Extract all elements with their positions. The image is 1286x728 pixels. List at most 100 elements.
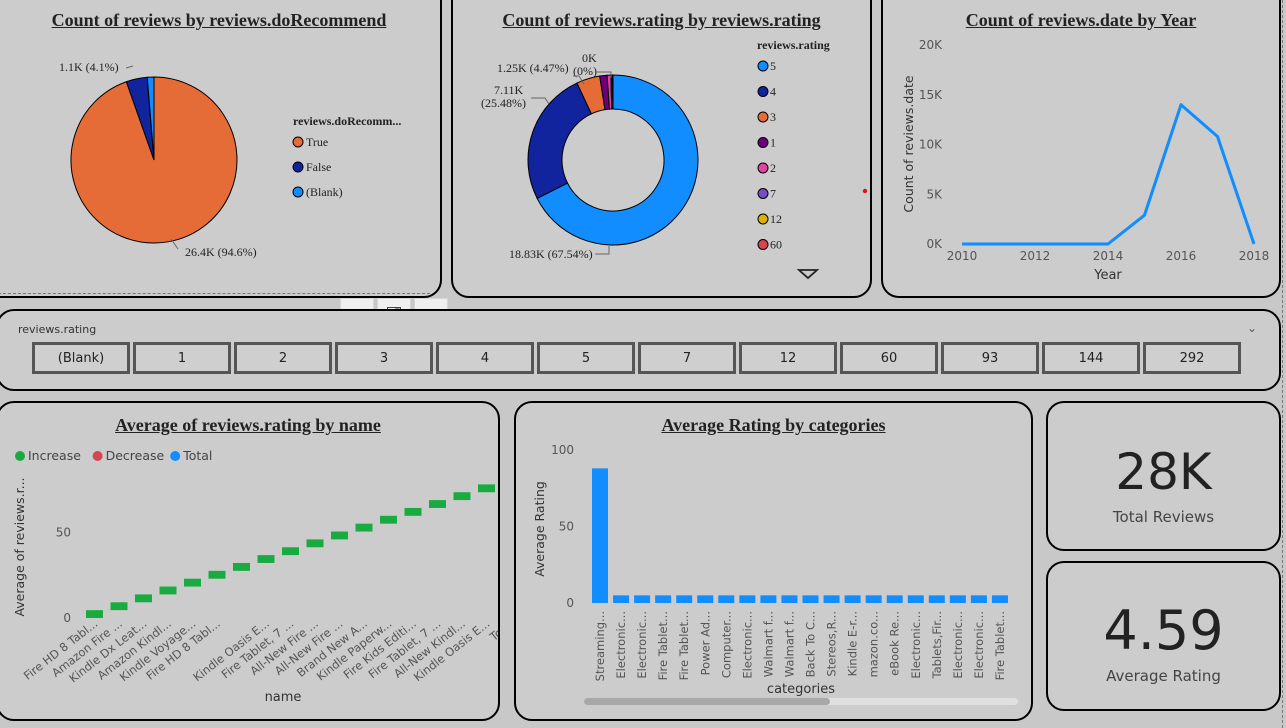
category-bar[interactable] bbox=[970, 595, 987, 603]
red-dot bbox=[862, 188, 868, 194]
waterfall-chart-title: Average of reviews.rating by name bbox=[115, 415, 381, 435]
donut-legend-item[interactable]: 12 bbox=[770, 212, 782, 226]
category-bar[interactable] bbox=[739, 595, 756, 603]
slicer-item[interactable]: (Blank) bbox=[32, 342, 130, 374]
category-bar[interactable] bbox=[907, 595, 924, 603]
horizontal-scrollbar-thumb[interactable] bbox=[584, 698, 830, 705]
donut-slice-5[interactable] bbox=[536, 74, 699, 246]
waterfall-bar[interactable] bbox=[135, 594, 152, 603]
category-bar[interactable] bbox=[718, 595, 735, 603]
waterfall-bar[interactable] bbox=[380, 515, 397, 524]
x-tick-label: Stereos,R... bbox=[825, 611, 839, 677]
waterfall-bar[interactable] bbox=[159, 586, 177, 595]
category-x-ticks: Streaming... Electronic... Electronic... Fi… bbox=[593, 611, 1007, 681]
slicer-title: reviews.rating bbox=[18, 323, 97, 336]
waterfall-bar[interactable] bbox=[355, 523, 373, 532]
category-bar[interactable] bbox=[886, 595, 903, 603]
donut-legend-item[interactable]: 5 bbox=[770, 59, 776, 73]
category-bar[interactable] bbox=[949, 595, 966, 603]
waterfall-bar[interactable] bbox=[86, 610, 103, 618]
legend-marker bbox=[757, 162, 769, 174]
waterfall-bar[interactable] bbox=[282, 547, 299, 556]
slicer-item[interactable]: 7 bbox=[638, 342, 736, 374]
category-bar[interactable] bbox=[697, 595, 714, 603]
category-bar[interactable] bbox=[655, 595, 672, 603]
category-x-axis-label: categories bbox=[767, 682, 835, 697]
category-bar[interactable] bbox=[865, 595, 882, 603]
waterfall-bar[interactable] bbox=[110, 602, 128, 611]
waterfall-bar[interactable] bbox=[478, 484, 495, 493]
slicer-item[interactable]: 144 bbox=[1042, 342, 1140, 374]
y-tick-label: 50 bbox=[559, 520, 574, 534]
donut-legend-item[interactable]: 4 bbox=[770, 85, 776, 99]
waterfall-bar[interactable] bbox=[306, 539, 324, 548]
line-series bbox=[962, 103, 1256, 246]
average-rating-value: 4.59 bbox=[1103, 599, 1224, 662]
category-bar[interactable] bbox=[928, 595, 945, 603]
x-tick-label: Walmart f... bbox=[782, 611, 796, 677]
waterfall-legend-item[interactable]: Total bbox=[182, 448, 212, 463]
donut-legend-item[interactable]: 60 bbox=[770, 238, 782, 252]
category-bar[interactable] bbox=[823, 595, 840, 603]
slicer-item[interactable]: 5 bbox=[537, 342, 635, 374]
waterfall-bar[interactable] bbox=[331, 531, 348, 540]
category-bar[interactable] bbox=[634, 595, 651, 603]
waterfall-legend-item[interactable]: Increase bbox=[28, 448, 81, 463]
donut-chart-card[interactable]: Count of reviews.rating by reviews.ratin… bbox=[451, 0, 872, 298]
waterfall-bar[interactable] bbox=[453, 492, 471, 501]
waterfall-bar[interactable] bbox=[184, 578, 201, 587]
waterfall-bar[interactable] bbox=[208, 570, 226, 579]
waterfall-chart-card[interactable]: Average of reviews.rating by name Increa… bbox=[0, 401, 500, 721]
category-bar[interactable] bbox=[676, 595, 693, 603]
x-tick-label: Tablets,Fir... bbox=[930, 611, 944, 680]
x-tick-label: Kindle E-r... bbox=[846, 611, 860, 676]
line-x-ticks: 2010 2012 2014 2016 2018 bbox=[947, 249, 1270, 263]
donut-legend-item[interactable]: 7 bbox=[770, 187, 776, 201]
category-bar[interactable] bbox=[613, 595, 630, 603]
donut-legend-item[interactable]: 1 bbox=[770, 136, 776, 150]
slicer-item[interactable]: 292 bbox=[1143, 342, 1241, 374]
waterfall-bar[interactable] bbox=[404, 507, 422, 516]
waterfall-y-axis-label: Average of reviews.r... bbox=[12, 477, 27, 616]
pie-legend-item[interactable]: (Blank) bbox=[306, 185, 343, 199]
slicer-item[interactable]: 93 bbox=[941, 342, 1039, 374]
donut-legend-item[interactable]: 2 bbox=[770, 161, 776, 175]
slicer-item[interactable]: 4 bbox=[436, 342, 534, 374]
waterfall-bar[interactable] bbox=[233, 562, 250, 571]
waterfall-bar[interactable] bbox=[257, 555, 275, 563]
legend-scroll-down-icon[interactable] bbox=[796, 269, 820, 280]
line-chart-card[interactable]: Count of reviews.date by Year Count of r… bbox=[881, 0, 1281, 298]
pie-legend-item[interactable]: True bbox=[306, 135, 328, 149]
donut-legend-item[interactable]: 3 bbox=[770, 110, 776, 124]
category-bar[interactable] bbox=[781, 595, 798, 603]
donut-legend-title: reviews.rating bbox=[757, 38, 830, 52]
average-rating-label: Average Rating bbox=[1106, 667, 1221, 685]
rating-slicer[interactable]: reviews.rating ⌄ (Blank) 1 2 3 4 5 7 12 60 93 144 2… bbox=[0, 309, 1281, 391]
category-bar[interactable] bbox=[592, 468, 608, 603]
category-bar[interactable] bbox=[844, 595, 861, 603]
total-reviews-value: 28K bbox=[1115, 443, 1212, 501]
slicer-item[interactable]: 1 bbox=[133, 342, 231, 374]
pie-chart-card[interactable]: Count of reviews by reviews.doRecommend … bbox=[0, 0, 442, 298]
waterfall-legend-item[interactable]: Decrease bbox=[106, 448, 165, 463]
pie-legend-item[interactable]: False bbox=[306, 160, 331, 174]
line-chart-svg: Count of reviews.date Year 0K 5K 10K 15K 20K… bbox=[901, 38, 1270, 283]
category-bar[interactable] bbox=[802, 595, 819, 603]
category-bar[interactable] bbox=[991, 595, 1008, 603]
x-tick-label: Electronic... bbox=[635, 611, 649, 679]
chevron-down-icon[interactable]: ⌄ bbox=[1246, 321, 1257, 335]
donut-slice-60[interactable] bbox=[611, 74, 614, 110]
slicer-item[interactable]: 3 bbox=[335, 342, 433, 374]
pie-slice-blank[interactable] bbox=[146, 76, 155, 161]
category-bar-chart-card[interactable]: Average Rating by categories Average Rat… bbox=[514, 401, 1033, 721]
slicer-item[interactable]: 2 bbox=[234, 342, 332, 374]
legend-marker bbox=[757, 86, 769, 97]
donut-label-r0b: (0%) bbox=[573, 64, 597, 78]
waterfall-bar[interactable] bbox=[429, 500, 446, 508]
slicer-item[interactable]: 60 bbox=[840, 342, 938, 374]
slicer-item[interactable]: 12 bbox=[739, 342, 837, 374]
donut-slice-4[interactable] bbox=[527, 82, 593, 200]
x-tick-label: Back To C... bbox=[804, 611, 818, 677]
category-bar[interactable] bbox=[760, 595, 777, 603]
donut-chart-title: Count of reviews.rating by reviews.ratin… bbox=[502, 10, 821, 30]
